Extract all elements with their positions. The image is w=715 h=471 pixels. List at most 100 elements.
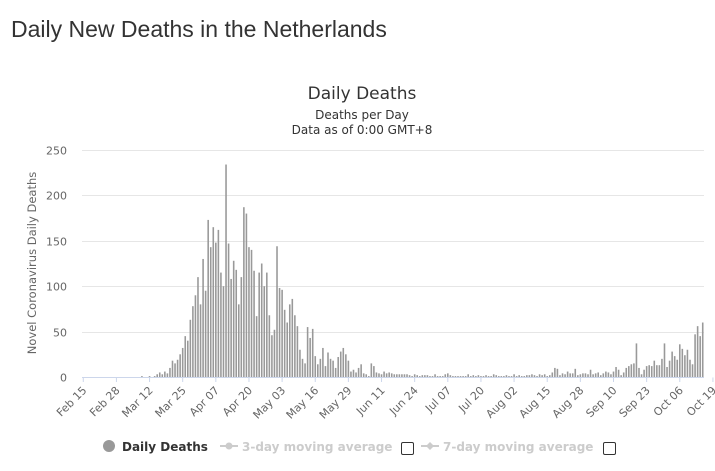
bar[interactable] <box>273 329 276 377</box>
bar[interactable] <box>184 336 187 377</box>
bar[interactable] <box>533 375 536 377</box>
bar[interactable] <box>367 376 370 377</box>
bar[interactable] <box>594 373 597 377</box>
bar[interactable] <box>574 368 577 377</box>
bar[interactable] <box>212 227 215 377</box>
bar[interactable] <box>204 290 207 377</box>
bar[interactable] <box>696 326 699 377</box>
bar[interactable] <box>503 376 505 377</box>
bar[interactable] <box>554 367 556 377</box>
bar[interactable] <box>472 375 475 377</box>
bar[interactable] <box>498 376 500 377</box>
bar[interactable] <box>589 369 592 377</box>
bar[interactable] <box>380 374 383 377</box>
bar[interactable] <box>408 375 411 377</box>
bar[interactable] <box>156 374 158 377</box>
bar[interactable] <box>227 243 230 377</box>
bar[interactable] <box>148 376 151 377</box>
bar[interactable] <box>176 359 179 377</box>
bar[interactable] <box>424 375 426 377</box>
bar[interactable] <box>220 272 222 377</box>
bar[interactable] <box>413 374 416 377</box>
bar[interactable] <box>179 354 181 377</box>
bar[interactable] <box>235 269 238 377</box>
bar[interactable] <box>457 376 459 377</box>
bar[interactable] <box>327 352 329 377</box>
bar[interactable] <box>304 363 306 377</box>
bar[interactable] <box>291 298 294 377</box>
bar[interactable] <box>153 376 156 377</box>
bar[interactable] <box>411 376 413 377</box>
bar[interactable] <box>561 373 564 377</box>
bar[interactable] <box>671 351 673 377</box>
bar[interactable] <box>375 372 378 377</box>
bar[interactable] <box>396 374 398 377</box>
bar[interactable] <box>505 375 508 377</box>
bar[interactable] <box>431 376 434 377</box>
bar[interactable] <box>480 376 482 377</box>
bar[interactable] <box>406 374 408 377</box>
bar[interactable] <box>322 347 324 377</box>
bar[interactable] <box>577 375 579 377</box>
bar[interactable] <box>225 164 227 377</box>
bar[interactable] <box>324 366 327 377</box>
bar[interactable] <box>253 270 255 377</box>
bar[interactable] <box>237 304 240 377</box>
bar-series[interactable] <box>141 164 704 378</box>
bar[interactable] <box>559 375 561 377</box>
bar[interactable] <box>622 372 625 377</box>
legend-item-7-day-avg[interactable]: 7-day moving average <box>421 440 593 454</box>
bar[interactable] <box>569 373 571 377</box>
bar[interactable] <box>334 367 337 377</box>
bar[interactable] <box>258 272 260 377</box>
bar[interactable] <box>202 258 204 377</box>
bar[interactable] <box>645 366 648 377</box>
bar[interactable] <box>638 367 640 377</box>
bar[interactable] <box>426 375 429 377</box>
bar[interactable] <box>255 316 258 377</box>
bar[interactable] <box>500 376 503 377</box>
bar[interactable] <box>684 355 686 377</box>
bar[interactable] <box>551 372 554 377</box>
bar[interactable] <box>566 371 569 377</box>
bar[interactable] <box>403 374 406 377</box>
bar[interactable] <box>398 374 401 377</box>
bar[interactable] <box>699 336 701 377</box>
bar[interactable] <box>263 286 266 377</box>
bar[interactable] <box>459 376 462 377</box>
bar[interactable] <box>288 304 291 377</box>
bar[interactable] <box>373 366 375 377</box>
bar[interactable] <box>141 376 143 377</box>
bar[interactable] <box>199 304 202 377</box>
bar[interactable] <box>276 246 278 377</box>
bar[interactable] <box>630 364 633 377</box>
bar[interactable] <box>689 359 691 377</box>
bar[interactable] <box>390 373 393 377</box>
bar[interactable] <box>209 247 212 377</box>
bar[interactable] <box>189 319 192 377</box>
bar[interactable] <box>260 263 263 378</box>
bar[interactable] <box>317 364 319 377</box>
bar[interactable] <box>248 247 250 377</box>
bar[interactable] <box>385 373 388 377</box>
bar[interactable] <box>294 315 296 377</box>
bar[interactable] <box>510 376 513 377</box>
bar[interactable] <box>556 368 559 377</box>
bar[interactable] <box>299 349 301 377</box>
bar[interactable] <box>345 354 347 377</box>
bar[interactable] <box>635 343 638 377</box>
bar[interactable] <box>271 335 273 377</box>
bar[interactable] <box>469 376 472 377</box>
bar[interactable] <box>676 359 679 377</box>
bar[interactable] <box>617 369 620 377</box>
bar[interactable] <box>215 242 217 377</box>
bar[interactable] <box>329 358 332 377</box>
bar[interactable] <box>605 371 607 377</box>
bar[interactable] <box>355 372 357 377</box>
bar[interactable] <box>526 375 528 377</box>
bar[interactable] <box>441 376 444 377</box>
bar[interactable] <box>531 374 533 377</box>
bar[interactable] <box>250 249 253 377</box>
bar[interactable] <box>222 286 225 377</box>
bar[interactable] <box>230 278 232 377</box>
